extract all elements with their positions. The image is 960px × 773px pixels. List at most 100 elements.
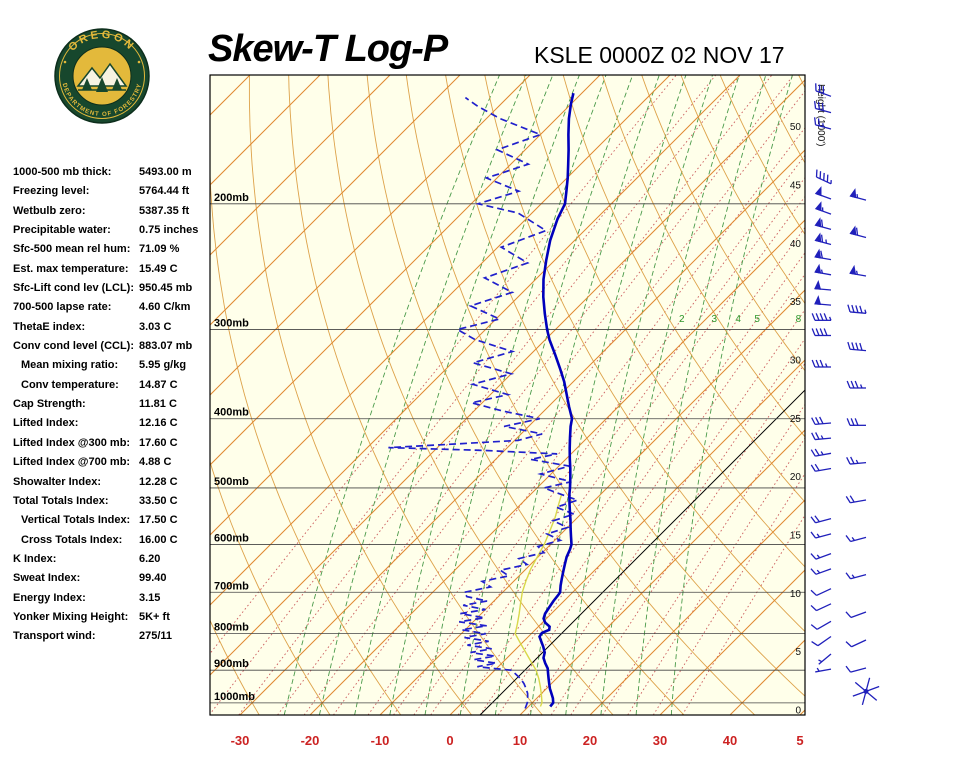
index-value: 3.03 C	[139, 318, 171, 337]
index-row: Sweat Index:99.40	[13, 569, 223, 588]
index-row: Cross Totals Index:16.00 C	[13, 531, 223, 550]
pressure-label: 1000mb	[214, 691, 255, 703]
index-label: Lifted Index @700 mb:	[13, 453, 139, 472]
wind-barbs	[811, 83, 879, 705]
index-row: ThetaE index:3.03 C	[13, 318, 223, 337]
index-value: 4.60 C/km	[139, 298, 190, 317]
index-value: 883.07 mb	[139, 337, 192, 356]
index-row: Conv cond level (CCL):883.07 mb	[13, 337, 223, 356]
index-label: K Index:	[13, 550, 139, 569]
temperature-tick-label: -20	[301, 733, 320, 748]
index-label: Energy Index:	[13, 589, 139, 608]
index-value: 17.60 C	[139, 434, 178, 453]
height-tick-label: 25	[790, 414, 802, 425]
height-tick-label: 10	[790, 589, 802, 600]
temperature-tick-label: 5	[796, 733, 803, 748]
temperature-tick-label: -30	[231, 733, 250, 748]
page-title: Skew-T Log-P	[208, 28, 447, 71]
index-value: 14.87 C	[139, 376, 178, 395]
index-value: 5764.44 ft	[139, 182, 189, 201]
index-value: 950.45 mb	[139, 279, 192, 298]
index-row: Lifted Index @300 mb:17.60 C	[13, 434, 223, 453]
index-value: 71.09 %	[139, 240, 179, 259]
logo-dot-left	[64, 61, 67, 64]
index-row: Sfc-Lift cond lev (LCL):950.45 mb	[13, 279, 223, 298]
index-row: Wetbulb zero:5387.35 ft	[13, 202, 223, 221]
index-label: Wetbulb zero:	[13, 202, 139, 221]
mixing-ratio-label: 3	[711, 314, 717, 325]
index-label: Conv temperature:	[21, 376, 139, 395]
index-label: Sfc-Lift cond lev (LCL):	[13, 279, 139, 298]
height-tick-label: 50	[790, 122, 802, 133]
index-row: Total Totals Index:33.50 C	[13, 492, 223, 511]
index-label: Showalter Index:	[13, 473, 139, 492]
index-row: Energy Index:3.15	[13, 589, 223, 608]
mixing-ratio-label: 2	[679, 314, 685, 325]
index-label: Sweat Index:	[13, 569, 139, 588]
index-row: Est. max temperature:15.49 C	[13, 260, 223, 279]
index-row: Lifted Index @700 mb:4.88 C	[13, 453, 223, 472]
index-label: Freezing level:	[13, 182, 139, 201]
station-datetime: KSLE 0000Z 02 NOV 17	[534, 42, 785, 69]
index-row: Precipitable water:0.75 inches	[13, 221, 223, 240]
index-value: 6.20	[139, 550, 160, 569]
index-row: Freezing level:5764.44 ft	[13, 182, 223, 201]
index-row: Showalter Index:12.28 C	[13, 473, 223, 492]
temperature-tick-label: 20	[583, 733, 597, 748]
index-row: K Index:6.20	[13, 550, 223, 569]
index-row: Lifted Index:12.16 C	[13, 414, 223, 433]
index-value: 5.95 g/kg	[139, 356, 186, 375]
logo-dot-right	[138, 61, 141, 64]
index-label: Total Totals Index:	[13, 492, 139, 511]
index-row: Yonker Mixing Height:5K+ ft	[13, 608, 223, 627]
height-tick-label: 30	[790, 355, 802, 366]
index-value: 11.81 C	[139, 395, 177, 414]
index-label: Est. max temperature:	[13, 260, 139, 279]
index-value: 5493.00 m	[139, 163, 192, 182]
height-tick-label: 35	[790, 297, 802, 308]
index-value: 275/11	[139, 627, 172, 646]
mixing-ratio-label: 5	[754, 314, 760, 325]
index-label: Vertical Totals Index:	[21, 511, 139, 530]
index-value: 5387.35 ft	[139, 202, 189, 221]
index-value: 16.00 C	[139, 531, 178, 550]
index-label: Transport wind:	[13, 627, 139, 646]
index-label: Sfc-500 mean rel hum:	[13, 240, 139, 259]
index-label: Cross Totals Index:	[21, 531, 139, 550]
index-label: Lifted Index:	[13, 414, 139, 433]
height-tick-label: 20	[790, 472, 802, 483]
index-row: 700-500 lapse rate:4.60 C/km	[13, 298, 223, 317]
temperature-tick-label: -10	[371, 733, 390, 748]
height-tick-label: 15	[790, 530, 802, 541]
temperature-tick-label: 40	[723, 733, 737, 748]
index-row: Vertical Totals Index:17.50 C	[13, 511, 223, 530]
index-label: Lifted Index @300 mb:	[13, 434, 139, 453]
index-value: 0.75 inches	[139, 221, 198, 240]
index-label: 1000-500 mb thick:	[13, 163, 139, 182]
temperature-tick-label: 0	[446, 733, 453, 748]
index-label: 700-500 lapse rate:	[13, 298, 139, 317]
index-value: 15.49 C	[139, 260, 178, 279]
index-row: 1000-500 mb thick:5493.00 m	[13, 163, 223, 182]
index-value: 12.28 C	[139, 473, 178, 492]
index-value: 3.15	[139, 589, 160, 608]
index-label: Cap Strength:	[13, 395, 139, 414]
index-value: 99.40	[139, 569, 167, 588]
index-row: Sfc-500 mean rel hum:71.09 %	[13, 240, 223, 259]
index-value: 17.50 C	[139, 511, 178, 530]
index-value: 33.50 C	[139, 492, 178, 511]
odf-logo: OREGON DEPARTMENT OF FORESTRY	[52, 24, 152, 128]
index-label: Precipitable water:	[13, 221, 139, 240]
index-label: Yonker Mixing Height:	[13, 608, 139, 627]
index-row: Transport wind:275/11	[13, 627, 223, 646]
index-label: ThetaE index:	[13, 318, 139, 337]
index-value: 5K+ ft	[139, 608, 170, 627]
index-row: Conv temperature:14.87 C	[13, 376, 223, 395]
index-value: 12.16 C	[139, 414, 178, 433]
pressure-label: 900mb	[214, 658, 249, 670]
mixing-ratio-label: 4	[735, 314, 741, 325]
height-tick-label: 40	[790, 239, 802, 250]
index-label: Conv cond level (CCL):	[13, 337, 139, 356]
index-row: Cap Strength:11.81 C	[13, 395, 223, 414]
